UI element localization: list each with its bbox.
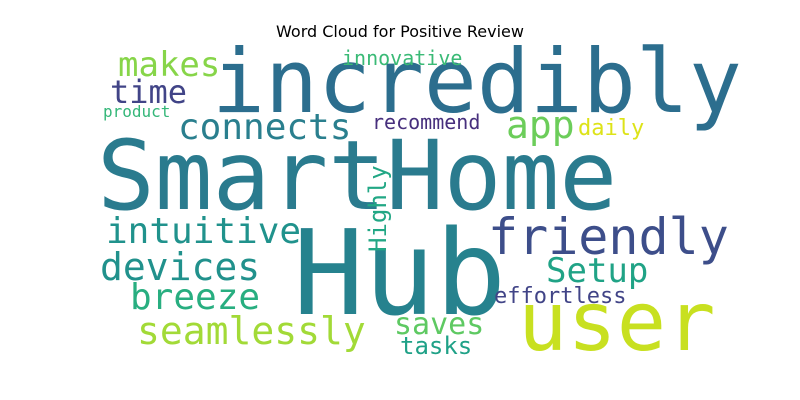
word-time: time (110, 73, 188, 111)
word-app: app (506, 103, 575, 147)
word-hub: Hub (293, 204, 507, 342)
word-incredibly: incredibly (212, 30, 742, 133)
word-smarthome: SmartHome (97, 120, 618, 232)
word-makes: makes (118, 45, 221, 85)
word-recommend: recommend (372, 110, 481, 134)
word-connects: connects (178, 107, 352, 148)
word-innovative: innovative (342, 46, 463, 70)
word-effortless: effortless (494, 284, 627, 309)
word-seamlessly: seamlessly (137, 309, 366, 353)
word-tasks: tasks (400, 332, 473, 360)
word-intuitive: intuitive (106, 211, 302, 252)
word-breeze: breeze (130, 277, 261, 318)
word-devices: devices (100, 245, 261, 289)
word-saves: saves (394, 307, 485, 342)
word-daily: daily (578, 116, 645, 141)
word-user: user (518, 275, 716, 370)
word-friendly: friendly (488, 208, 729, 266)
word-product: product (103, 102, 171, 121)
word-highly: Highly (364, 165, 392, 252)
figure-title: Word Cloud for Positive Review (276, 22, 524, 41)
word-setup: Setup (546, 251, 649, 291)
